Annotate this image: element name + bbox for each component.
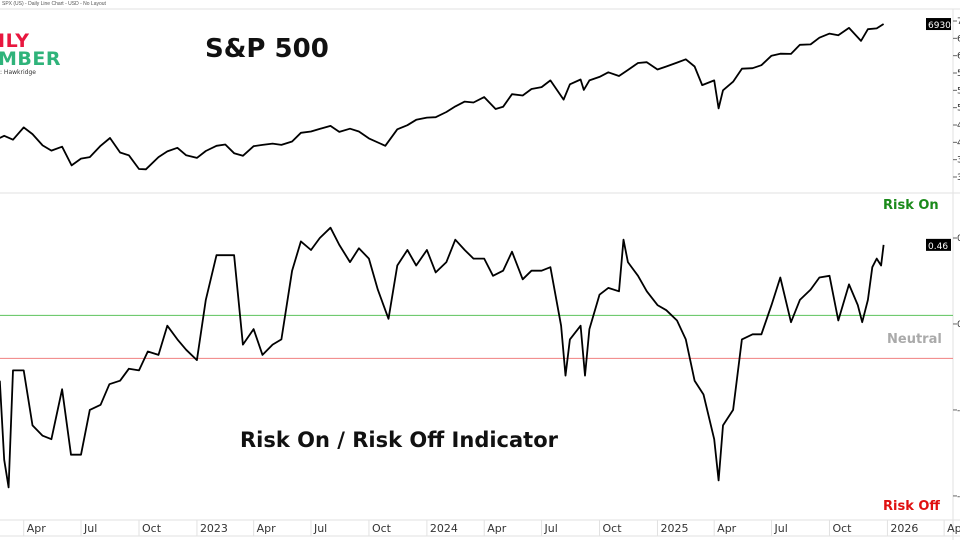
spx-y-tick-label: 5800: [957, 69, 960, 79]
x-tick-label: 2023: [200, 522, 228, 535]
x-tick-label: Apr: [257, 522, 277, 535]
x-tick-label: Oct: [832, 522, 852, 535]
indicator-y-tick-label: -0.5: [957, 406, 960, 416]
spx-y-tick-label: 5000: [957, 104, 960, 114]
x-tick-label: Oct: [603, 522, 623, 535]
spx-y-tick-label: 7000: [957, 17, 960, 27]
logo-line-2: MBER: [0, 48, 61, 70]
risk-on-label: Risk On: [883, 198, 939, 213]
spx-y-tick-label: 4200: [957, 138, 960, 148]
x-tick-label: 2024: [430, 522, 458, 535]
x-tick-label: Jul: [313, 522, 327, 535]
spx-y-tick-label: 6200: [957, 52, 960, 62]
x-tick-label: Apr: [487, 522, 507, 535]
x-tick-label: Oct: [142, 522, 162, 535]
indicator-title: Risk On / Risk Off Indicator: [240, 428, 558, 452]
indicator-y-tick-label: -1: [957, 492, 960, 502]
spx-y-tick-label: 3800: [957, 156, 960, 166]
spx-series-line: [0, 23, 885, 171]
neutral-label: Neutral: [887, 332, 942, 347]
logo-line-1: ILY: [0, 30, 30, 52]
x-tick-label: 2026: [890, 522, 918, 535]
indicator-last-value: 0.46: [928, 242, 948, 252]
indicator-y-tick-label: 0.5: [957, 234, 960, 244]
spx-y-tick-label: 5400: [957, 86, 960, 96]
x-tick-label: Apr: [717, 522, 737, 535]
x-tick-label: Jul: [83, 522, 97, 535]
spx-title: S&P 500: [205, 34, 329, 64]
x-tick-label: Apr: [947, 522, 960, 535]
spx-last-value: 6930: [928, 21, 951, 31]
spx-y-tick-label: 4600: [957, 121, 960, 131]
indicator-series-line: [0, 226, 885, 489]
x-tick-label: Jul: [774, 522, 788, 535]
indicator-y-tick-label: 0: [957, 320, 960, 330]
chart-header: SPX (US) - Daily Line Chart - USD - No L…: [2, 1, 106, 7]
spx-last-value-box: [926, 18, 951, 31]
risk-off-label: Risk Off: [883, 499, 940, 514]
spx-y-tick-label: 6600: [957, 34, 960, 44]
spx-y-tick-label: 3400: [957, 173, 960, 183]
indicator-last-value-box: [926, 238, 951, 251]
x-tick-label: Oct: [372, 522, 392, 535]
x-tick-label: Apr: [27, 522, 47, 535]
x-tick-label: Jul: [544, 522, 558, 535]
x-tick-label: 2025: [660, 522, 688, 535]
logo-line-3: : Hawkridge: [0, 69, 36, 76]
